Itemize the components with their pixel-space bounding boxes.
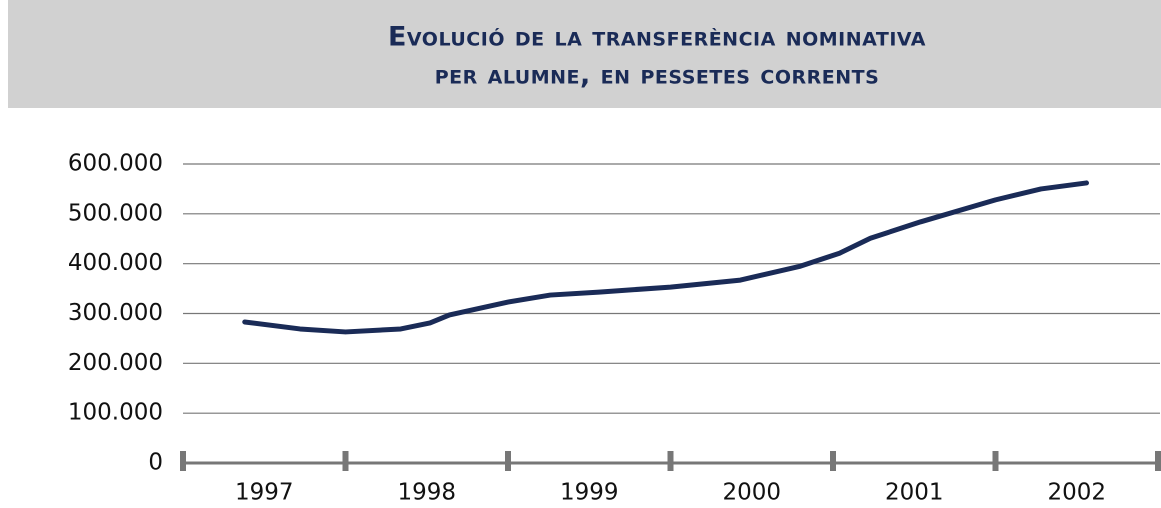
- x-axis-tick: [830, 451, 836, 471]
- x-axis-tick: [667, 451, 674, 471]
- y-tick-label: 300.000: [68, 300, 163, 326]
- y-tick-label: 100.000: [68, 400, 163, 426]
- chart-title: Evolució de la transferència nominativa: [388, 22, 926, 53]
- x-axis-tick: [1155, 451, 1161, 471]
- x-axis-tick: [505, 451, 511, 471]
- y-tick-label: 600.000: [68, 151, 163, 177]
- chart-title: per alumne, en pessetes corrents: [435, 60, 880, 91]
- y-tick-label: 200.000: [68, 350, 163, 376]
- title-band: [8, 0, 1161, 108]
- x-axis-tick: [992, 451, 999, 471]
- y-tick-label: 400.000: [68, 250, 163, 276]
- y-tick-label: 0: [148, 450, 163, 476]
- x-tick-label: 2001: [885, 480, 944, 506]
- x-tick-label: 1998: [397, 480, 456, 506]
- x-tick-label: 2000: [722, 480, 781, 506]
- x-axis-tick: [180, 451, 186, 471]
- x-tick-label: 1997: [235, 480, 294, 506]
- x-tick-label: 1999: [560, 480, 619, 506]
- x-axis-tick: [342, 451, 349, 471]
- y-tick-label: 500.000: [68, 200, 163, 226]
- data-line: [242, 180, 1089, 335]
- x-tick-label: 2002: [1047, 480, 1106, 506]
